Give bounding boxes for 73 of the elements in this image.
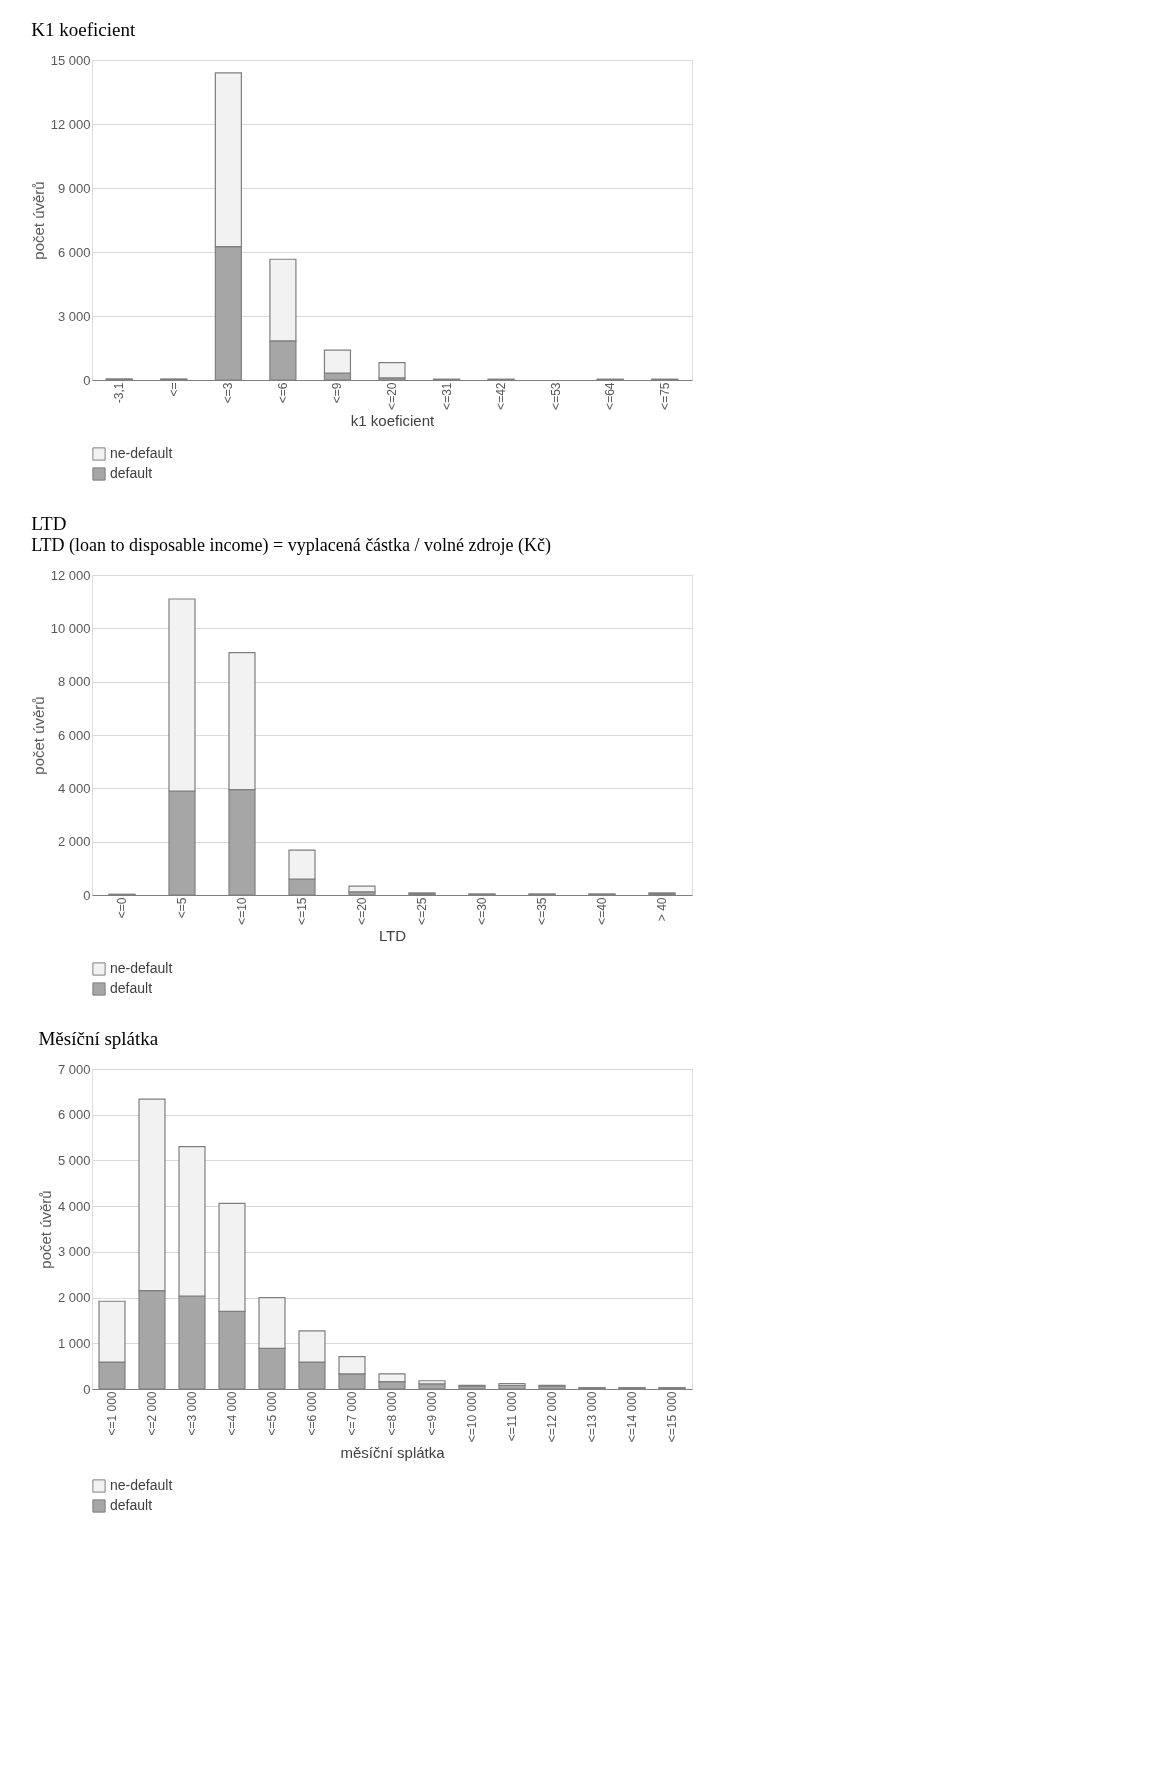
y-tick-label: 2 000 <box>57 1290 91 1306</box>
x-tick-label: <=53 <box>548 382 563 410</box>
y-tick-label: 12 000 <box>50 116 91 132</box>
x-tick-label: <=25 <box>415 897 429 925</box>
x-tick-label: <= <box>166 382 181 397</box>
x-tick-label: <=14 000 <box>625 1391 639 1443</box>
legend-label: default <box>110 465 153 481</box>
y-tick-label: 0 <box>83 1381 91 1397</box>
x-tick-label: <=9 <box>330 382 345 404</box>
x-tick-label: <=13 000 <box>585 1391 599 1443</box>
y-tick-label: 8 000 <box>57 674 91 690</box>
x-tick-label: > 40 <box>655 897 669 922</box>
legend-label: default <box>110 980 153 996</box>
x-tick-label: <=3 000 <box>185 1391 199 1436</box>
x-tick-label: <=20 <box>355 897 369 925</box>
x-tick-label: <=7 000 <box>345 1391 359 1436</box>
y-tick-label: 4 000 <box>57 780 91 796</box>
x-tick-label: <=10 000 <box>465 1391 479 1443</box>
y-tick-label: 4 000 <box>57 1198 91 1214</box>
legend-label: ne-default <box>110 1477 173 1493</box>
x-axis-title: měsíční splátka <box>340 1444 446 1462</box>
x-axis-title: k1 koeficient <box>350 411 436 429</box>
x-tick-label: <=3 <box>221 382 236 404</box>
y-tick-label: 6 000 <box>57 727 91 743</box>
y-tick-label: 12 000 <box>50 567 91 583</box>
x-tick-label: <=15 000 <box>665 1391 679 1443</box>
x-tick-label: <=5 000 <box>265 1391 279 1436</box>
y-axis-title: počet úvěrů <box>29 181 47 260</box>
x-tick-label: <=1 000 <box>105 1391 119 1436</box>
chart-title: K1 koeficient <box>31 19 136 40</box>
x-tick-label: <=20 <box>385 382 399 410</box>
x-tick-label: <=5 <box>175 897 189 919</box>
chart-subtitle: LTD (loan to disposable income) = vyplacená částka / volné zdroje (Kč) <box>31 535 552 556</box>
y-tick-label: 5 000 <box>57 1152 91 1168</box>
y-tick-label: 10 000 <box>50 620 91 636</box>
x-tick-label: <=9 000 <box>425 1391 439 1436</box>
legend-label: ne-default <box>110 445 173 461</box>
y-tick-label: 2 000 <box>57 834 91 850</box>
x-axis-title: LTD <box>378 926 407 944</box>
x-tick-label: <=8 000 <box>385 1391 399 1436</box>
x-tick-label: <=15 <box>295 897 309 925</box>
x-tick-label: <=64 <box>603 382 618 410</box>
x-tick-label: <=4 000 <box>225 1391 239 1436</box>
chart-title: Měsíční splátka <box>38 1028 159 1049</box>
y-tick-label: 3 000 <box>57 308 91 324</box>
x-tick-label: <=31 <box>439 382 454 410</box>
chart-title: LTD <box>31 513 67 534</box>
x-tick-label: <=11 000 <box>505 1391 519 1442</box>
y-tick-label: 0 <box>83 372 91 388</box>
y-tick-label: 6 000 <box>57 244 91 260</box>
y-tick-label: 7 000 <box>57 1061 91 1077</box>
y-tick-label: 9 000 <box>57 180 91 196</box>
y-tick-label: 0 <box>83 887 91 903</box>
legend-label: ne-default <box>110 960 173 976</box>
x-tick-label: <=6 000 <box>305 1391 319 1436</box>
x-tick-label: <=42 <box>494 382 509 410</box>
x-tick-label: <=75 <box>657 382 672 410</box>
x-tick-label: <=2 000 <box>145 1391 159 1436</box>
y-tick-label: 1 000 <box>57 1335 91 1351</box>
x-tick-label: <=40 <box>595 897 609 925</box>
x-tick-label: -3,1 <box>112 382 127 404</box>
y-tick-label: 6 000 <box>57 1107 91 1123</box>
y-axis-title: počet úvěrů <box>36 1190 54 1269</box>
legend-label: default <box>110 1497 153 1513</box>
x-tick-label: <=10 <box>235 897 249 925</box>
x-tick-label: <=6 <box>275 382 290 404</box>
y-tick-label: 3 000 <box>57 1244 91 1260</box>
x-tick-label: <=12 000 <box>545 1391 559 1443</box>
y-axis-title: počet úvěrů <box>29 696 47 775</box>
x-tick-label: <=35 <box>535 897 549 925</box>
x-tick-label: <=30 <box>475 897 489 925</box>
x-tick-label: <=0 <box>115 897 129 919</box>
y-tick-label: 15 000 <box>50 52 91 68</box>
